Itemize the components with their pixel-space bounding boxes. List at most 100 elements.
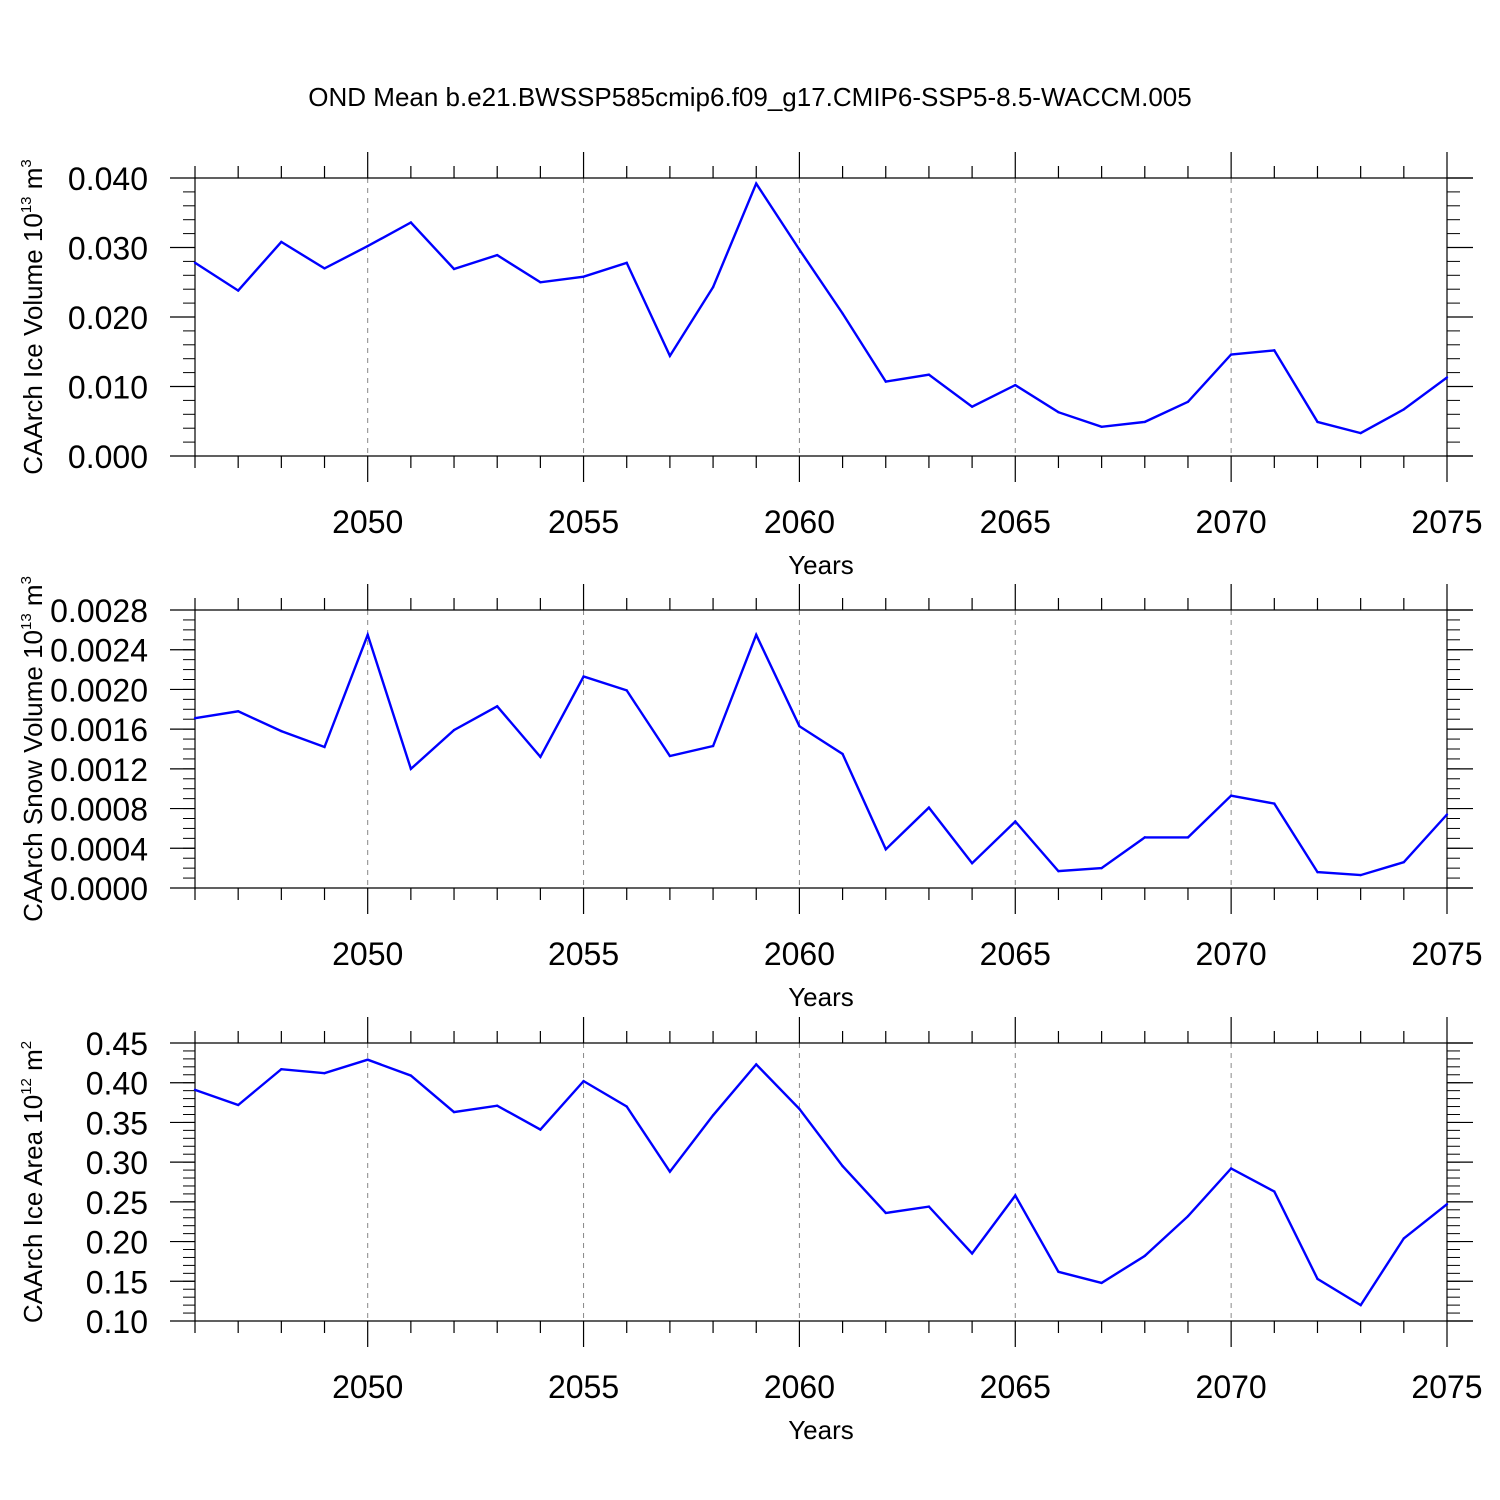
data-point — [1359, 431, 1362, 435]
data-point — [280, 729, 283, 733]
panels: 0.000 0.010 0.020 0.030 0.040 2050 2055 2060 206… — [18, 152, 1483, 1445]
data-point — [193, 717, 197, 720]
y-tick-label: 0.35 — [86, 1105, 148, 1141]
y-tick-label: 0.0008 — [50, 792, 148, 828]
data-point — [1143, 836, 1146, 839]
data-point — [1402, 1237, 1406, 1240]
data-point — [496, 705, 499, 708]
data-point — [452, 1110, 456, 1114]
x-tick-label: 2060 — [764, 504, 835, 540]
data-point — [1057, 1270, 1060, 1273]
y-tick-label: 0.45 — [86, 1026, 148, 1062]
data-point — [539, 1128, 542, 1131]
chart-panel-3: 0.10 0.150.20 0.25 0.30 0.350.40 0.45 2050 2055… — [18, 1017, 1483, 1445]
data-point — [1273, 1190, 1276, 1193]
data-point — [970, 405, 974, 408]
data-point — [668, 1170, 672, 1173]
data-point — [668, 354, 672, 358]
data-point — [323, 267, 326, 270]
data-point — [539, 755, 542, 759]
data-point — [366, 633, 369, 637]
data-point — [625, 261, 628, 264]
data-point — [625, 1105, 628, 1108]
data-point — [1186, 836, 1190, 839]
data-point — [625, 689, 628, 692]
x-tick-label: 2055 — [548, 1369, 619, 1405]
data-point — [1014, 1194, 1017, 1197]
data-point — [1359, 873, 1362, 877]
data-point — [1143, 1254, 1146, 1258]
data-point — [323, 745, 326, 749]
data-point — [1402, 860, 1406, 864]
y-tick-label: 0.020 — [68, 300, 148, 336]
data-point — [582, 1079, 585, 1083]
y-axis-label-unit-exponent: 2 — [18, 1041, 35, 1049]
data-point — [1100, 866, 1103, 870]
chart-panel-2: 0.00000.00040.00080.00120.00160.00200.00… — [18, 576, 1483, 1012]
data-point — [755, 182, 758, 185]
x-tick-label: 2065 — [980, 504, 1051, 540]
data-point — [1229, 794, 1233, 797]
data-point — [582, 275, 585, 278]
y-tick-label: 0.0016 — [50, 712, 148, 748]
y-axis-label-exponent: 13 — [18, 613, 35, 630]
y-axis-label-unit: m — [18, 584, 48, 613]
x-tick-label: 2075 — [1411, 1369, 1482, 1405]
y-tick-label: 0.0024 — [50, 633, 148, 669]
y-tick-label: 0.20 — [86, 1225, 148, 1261]
data-point — [927, 806, 931, 809]
x-axis-label: Years — [788, 1415, 854, 1445]
data-point — [711, 744, 715, 748]
data-point — [1359, 1303, 1362, 1307]
data-point — [366, 1058, 369, 1061]
data-point — [1186, 1214, 1190, 1218]
x-axis-label: Years — [788, 982, 854, 1012]
y-axis-label: CAArch Snow Volume 1013 m3 — [18, 576, 48, 922]
data-point — [668, 754, 672, 758]
data-point — [236, 289, 240, 292]
data-point — [452, 728, 456, 732]
x-tick-label: 2070 — [1196, 504, 1267, 540]
data-point — [711, 1114, 715, 1117]
data-point — [970, 1252, 974, 1255]
data-point — [927, 1205, 931, 1208]
data-point — [841, 1164, 844, 1168]
data-point — [236, 1103, 240, 1107]
data-point — [496, 253, 499, 257]
data-point — [280, 1068, 283, 1071]
data-point — [841, 752, 844, 756]
data-point — [582, 675, 585, 678]
data-point — [409, 767, 413, 771]
data-point — [496, 1104, 499, 1107]
y-tick-label: 0.0012 — [50, 752, 148, 788]
data-point — [366, 244, 369, 248]
data-point — [1229, 353, 1233, 356]
data-point — [711, 285, 715, 289]
data-point — [409, 221, 413, 224]
y-tick-label: 0.0020 — [50, 672, 148, 708]
data-point — [755, 633, 758, 637]
x-tick-label: 2070 — [1196, 1369, 1267, 1405]
data-point — [884, 848, 887, 851]
data-point — [1014, 383, 1017, 387]
data-point — [1316, 420, 1319, 424]
data-point — [323, 1071, 326, 1075]
figure-title: OND Mean b.e21.BWSSP585cmip6.f09_g17.CMI… — [308, 82, 1191, 112]
x-tick-label: 2065 — [980, 936, 1051, 972]
data-point — [798, 248, 801, 251]
data-point — [1273, 802, 1276, 805]
x-tick-label: 2055 — [548, 936, 619, 972]
data-point — [798, 724, 801, 728]
data-point — [280, 240, 283, 244]
data-point — [1445, 813, 1449, 816]
chart-panel-1: 0.000 0.010 0.020 0.030 0.040 2050 2055 2060 206… — [18, 152, 1483, 580]
data-point — [884, 1211, 887, 1215]
series-line — [194, 1058, 1448, 1307]
series-line — [194, 181, 1448, 435]
data-point — [1186, 400, 1190, 403]
y-axis-label-main: CAArch Ice Volume 10 — [18, 213, 48, 475]
data-point — [970, 861, 974, 865]
data-point — [452, 267, 456, 271]
